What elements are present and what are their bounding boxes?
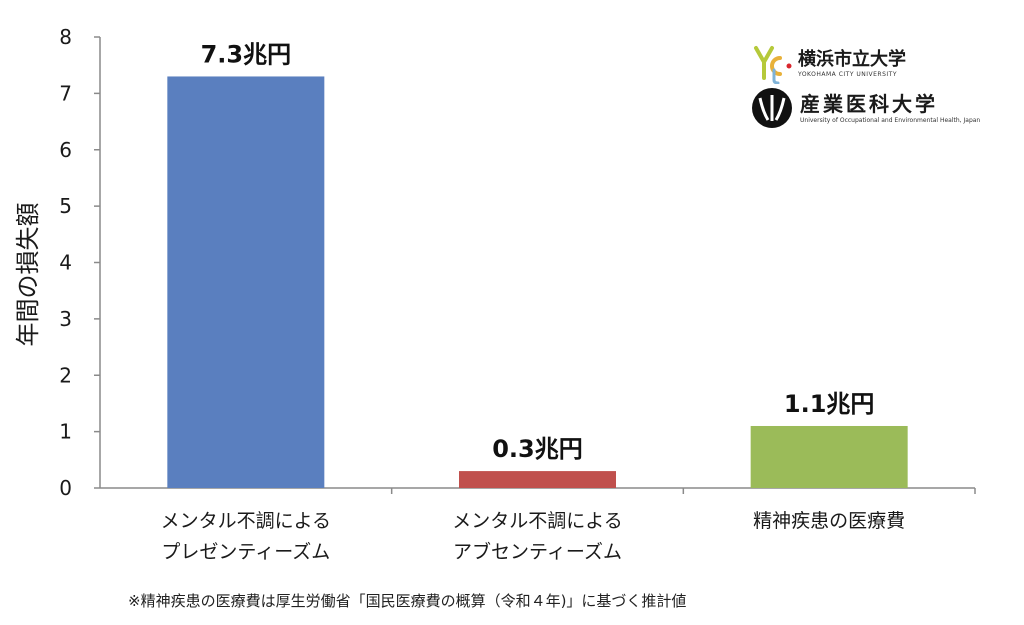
ycu-name-en: YOKOHAMA CITY UNIVERSITY (798, 71, 898, 78)
bar-data-label: 0.3兆円 (492, 435, 583, 463)
y-tick-label: 2 (59, 363, 72, 387)
bar (459, 471, 616, 488)
yokohama-city-university-logo: 横浜市立大学 YOKOHAMA CITY UNIVERSITY (752, 44, 906, 85)
x-category-label: アブセンティーズム (453, 540, 622, 563)
bar-data-label: 7.3兆円 (201, 40, 292, 68)
footnote: ※精神疾患の医療費は厚生労働省「国民医療費の概算（令和４年)」に基づく推計値 (128, 592, 687, 610)
y-axis-title: 年間の損失額 (14, 203, 42, 347)
uoeh-name-en: University of Occupational and Environme… (800, 117, 981, 124)
x-category-label: メンタル不調による (161, 510, 331, 532)
ycu-name: 横浜市立大学 (798, 49, 906, 70)
ycu-emblem-icon (752, 44, 792, 85)
y-tick-label: 3 (59, 307, 72, 331)
uoeh-logo: 産業医科大学 University of Occupational and En… (752, 88, 980, 128)
y-tick-label: 6 (59, 138, 72, 162)
bar (750, 425, 908, 488)
y-tick-label: 0 (59, 476, 72, 500)
x-category-label: プレゼンティーズム (161, 541, 330, 563)
x-category-label: 精神疾患の医療費 (753, 510, 905, 532)
bar-data-label: 1.1兆円 (784, 390, 875, 418)
y-tick-label: 5 (59, 194, 72, 218)
uoeh-name: 産業医科大学 (800, 92, 938, 116)
bar (167, 76, 325, 489)
y-tick-label: 7 (59, 81, 72, 105)
y-tick-label: 1 (59, 420, 72, 444)
x-category-label: メンタル不調による (452, 510, 622, 532)
y-tick-label: 8 (59, 25, 72, 49)
university-logos: 横浜市立大学 YOKOHAMA CITY UNIVERSITY 産業医科大学 U… (752, 44, 1014, 134)
y-tick-label: 4 (59, 251, 72, 275)
uoeh-emblem-icon (752, 88, 792, 128)
